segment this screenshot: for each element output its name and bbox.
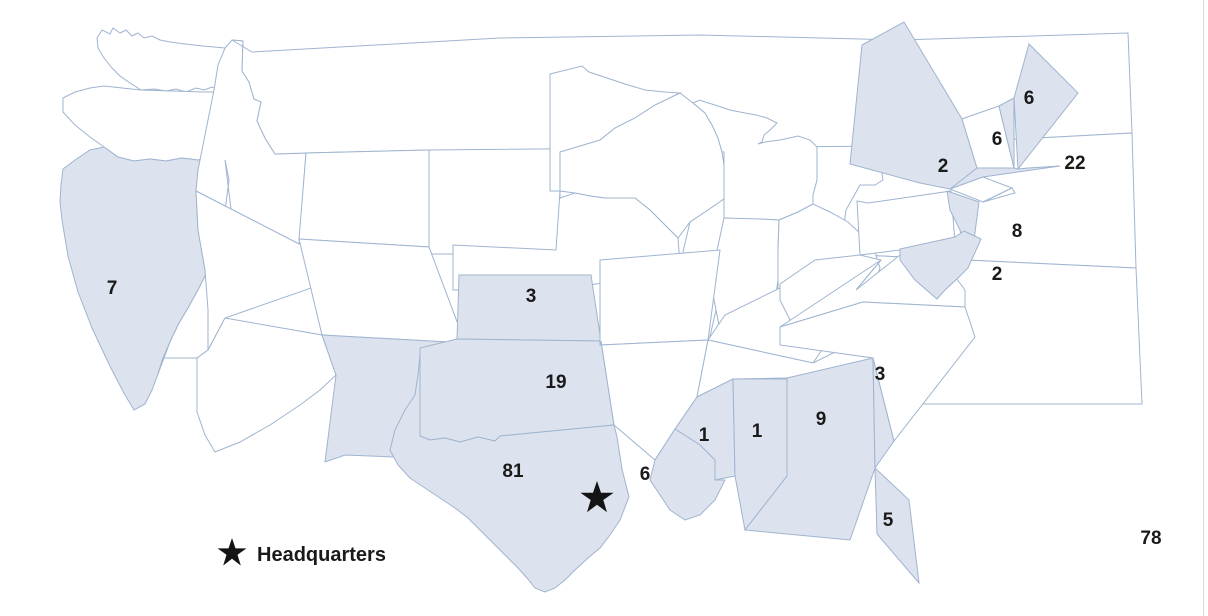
svg-text:6: 6 [992,129,1003,150]
svg-text:22: 22 [1064,153,1085,174]
svg-text:2: 2 [992,264,1003,285]
svg-text:3: 3 [526,286,537,307]
svg-text:9: 9 [816,409,827,430]
svg-text:6: 6 [1024,88,1035,109]
svg-text:1: 1 [699,425,710,446]
svg-text:78: 78 [1140,528,1161,549]
svg-text:6: 6 [640,464,651,485]
svg-text:7: 7 [107,278,118,299]
svg-text:2: 2 [938,156,949,177]
svg-text:81: 81 [502,461,524,482]
svg-text:3: 3 [875,364,886,385]
svg-text:8: 8 [1012,221,1023,242]
svg-text:1: 1 [752,421,763,442]
svg-text:5: 5 [883,510,894,531]
svg-text:Headquarters: Headquarters [257,544,386,566]
svg-text:19: 19 [545,372,566,393]
